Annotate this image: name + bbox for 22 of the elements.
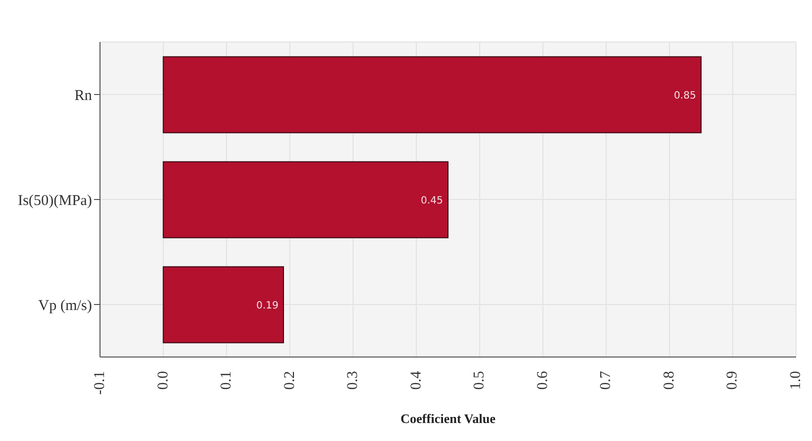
bar	[162, 56, 702, 134]
data-label: 0.85	[674, 90, 696, 102]
y-tick-label: Is(50)(MPa)	[18, 192, 92, 209]
x-tick-label: 1.0	[788, 371, 804, 390]
x-tick-label: 0.8	[661, 371, 678, 390]
x-tick-label: 0.7	[598, 370, 614, 390]
x-tick-label: 0.1	[218, 371, 235, 390]
x-tick-label: 0.6	[534, 370, 551, 390]
x-tick-label: 0.5	[472, 371, 488, 390]
bar	[162, 161, 448, 238]
data-label: 0.45	[420, 195, 443, 206]
x-tick-label: 0.2	[282, 371, 298, 390]
bar	[162, 266, 284, 344]
x-tick-label: 0.3	[345, 371, 362, 390]
data-label: 0.19	[256, 300, 278, 312]
x-tick-label: -0.1	[92, 371, 108, 395]
x-tick-label: 0.0	[155, 371, 172, 390]
x-axis-title: Coefficient Value	[400, 411, 496, 426]
y-tick-label: Vp (m/s)	[38, 298, 92, 314]
x-tick-label: 0.4	[408, 370, 424, 390]
x-tick-label: 0.9	[724, 371, 741, 390]
y-tick-label: Rn	[74, 88, 92, 104]
